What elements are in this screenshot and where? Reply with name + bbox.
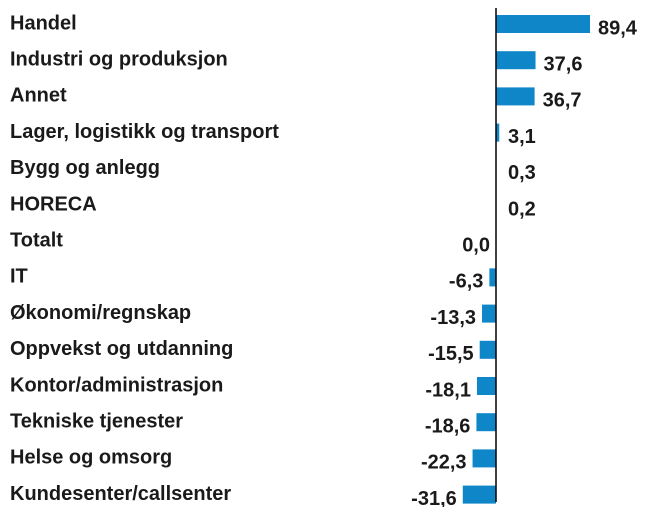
value-label: 37,6 <box>544 53 583 75</box>
category-label: Kundesenter/callsenter <box>10 483 231 505</box>
bar <box>462 485 496 504</box>
value-label: 0,0 <box>462 234 490 256</box>
category-label: Kontor/administrasjon <box>10 374 223 396</box>
bar <box>476 413 496 432</box>
category-label: Økonomi/regnskap <box>10 302 191 324</box>
category-label: Totalt <box>10 229 63 251</box>
value-label: 36,7 <box>543 90 582 112</box>
category-label: Tekniske tjenester <box>10 410 183 432</box>
value-label: -18,1 <box>425 379 471 401</box>
value-label: -31,6 <box>411 488 457 507</box>
category-label: HORECA <box>10 193 97 215</box>
category-label: IT <box>10 266 28 288</box>
value-label: 89,4 <box>598 17 638 39</box>
bar <box>479 340 496 359</box>
category-label: Oppvekst og utdanning <box>10 338 233 360</box>
bar <box>476 377 496 395</box>
value-label: -18,6 <box>425 415 471 437</box>
category-label: Lager, logistikk og transport <box>10 121 279 143</box>
category-label: Industri og produksjon <box>10 48 228 70</box>
category-label: Bygg og anlegg <box>10 157 160 179</box>
value-label: 3,1 <box>508 126 536 148</box>
value-label: 0,2 <box>508 198 536 220</box>
bar <box>496 87 535 106</box>
category-label: Handel <box>10 12 77 34</box>
bar <box>489 268 496 287</box>
bar <box>482 304 496 323</box>
value-label: -22,3 <box>421 452 467 474</box>
value-label: -13,3 <box>430 307 476 329</box>
bar <box>472 449 496 468</box>
category-label: Annet <box>10 85 67 107</box>
value-label: 0,3 <box>508 162 536 184</box>
value-label: -6,3 <box>449 271 483 293</box>
bar <box>496 51 536 70</box>
bar <box>496 15 590 33</box>
bar <box>496 123 500 142</box>
value-label: -15,5 <box>428 343 474 365</box>
category-label: Helse og omsorg <box>10 447 172 469</box>
